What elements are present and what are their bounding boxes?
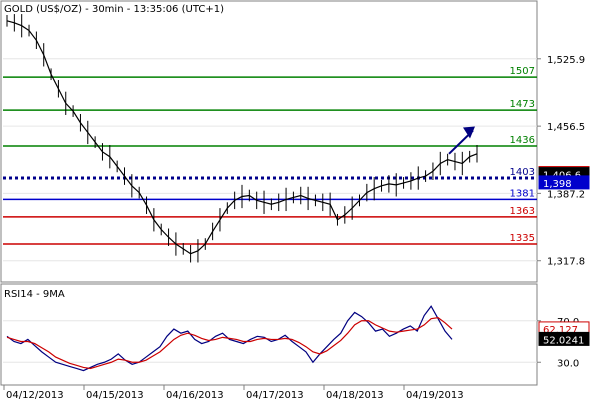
rsi-tick-label: 30.0 <box>557 358 579 369</box>
price-badge-label: 1,398 <box>543 179 572 190</box>
level-label: 1335 <box>510 233 535 244</box>
date-tick-label: 04/15/2013 <box>86 390 144 400</box>
rsi-series-line <box>6 305 453 372</box>
rsi-grid <box>3 320 537 363</box>
price-chart-title: GOLD (US$/OZ) - 30min - 13:35:06 (UTC+1) <box>4 4 224 15</box>
price-tick-label: 1,456.5 <box>547 122 585 133</box>
level-label: 1473 <box>510 99 535 110</box>
price-tick-label: 1,525.9 <box>547 55 585 66</box>
rsi-badge-label: 62.127 <box>543 325 578 336</box>
horizontal-levels: 1507 1473 1436 1403 1381 1363 1335 <box>3 66 537 245</box>
rsi-badge <box>538 331 590 346</box>
price-grid <box>3 58 537 262</box>
level-label: 1507 <box>510 66 535 77</box>
rsi-series-line <box>6 317 453 370</box>
price-tick-label: 1,387.2 <box>547 189 585 200</box>
rsi-badge-label: 52.0241 <box>543 335 584 346</box>
date-tick-label: 04/19/2013 <box>406 390 464 400</box>
trend-arrow <box>448 126 475 155</box>
trend-arrow-head <box>463 126 475 139</box>
price-badge <box>538 175 590 190</box>
price-tick-label: 1,317.8 <box>547 257 585 268</box>
price-panel-frame <box>0 0 538 283</box>
rsi-lines <box>6 305 453 372</box>
level-label: 1363 <box>510 206 535 217</box>
date-tick-label: 04/17/2013 <box>246 390 304 400</box>
date-tick-label: 04/18/2013 <box>326 390 384 400</box>
date-tick-label: 04/12/2013 <box>6 390 64 400</box>
level-label: 1381 <box>510 188 535 199</box>
rsi-chart-title: RSI14 - 9MA <box>4 289 65 300</box>
price-lines <box>6 14 478 263</box>
level-label: 1403 <box>510 167 535 178</box>
price-axis: 1,525.9 1,456.5 1,387.2 1,317.8 <box>537 55 585 268</box>
level-label: 1436 <box>510 135 535 146</box>
date-axis: 04/12/2013 04/15/2013 04/16/2013 04/17/2013… <box>3 384 537 401</box>
date-tick-label: 04/16/2013 <box>166 390 224 400</box>
